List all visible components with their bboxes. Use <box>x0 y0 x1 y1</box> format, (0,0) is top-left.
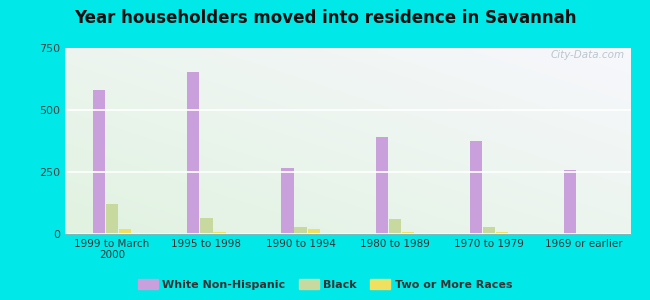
Text: Year householders moved into residence in Savannah: Year householders moved into residence i… <box>73 9 577 27</box>
Bar <box>564 169 577 234</box>
Bar <box>93 90 105 234</box>
Bar <box>389 219 401 234</box>
Bar <box>590 233 603 234</box>
Bar <box>577 233 590 234</box>
Bar <box>307 229 320 234</box>
Bar <box>213 232 226 234</box>
Bar <box>119 229 131 234</box>
Bar <box>496 232 508 234</box>
Bar <box>470 141 482 234</box>
Bar <box>187 72 200 234</box>
Legend: White Non-Hispanic, Black, Two or More Races: White Non-Hispanic, Black, Two or More R… <box>133 275 517 294</box>
Bar <box>106 204 118 234</box>
Bar <box>483 226 495 234</box>
Bar <box>376 137 388 234</box>
Bar <box>294 226 307 234</box>
Bar <box>200 218 213 234</box>
Bar <box>402 232 414 234</box>
Bar <box>281 167 294 234</box>
Text: City-Data.com: City-Data.com <box>551 50 625 60</box>
